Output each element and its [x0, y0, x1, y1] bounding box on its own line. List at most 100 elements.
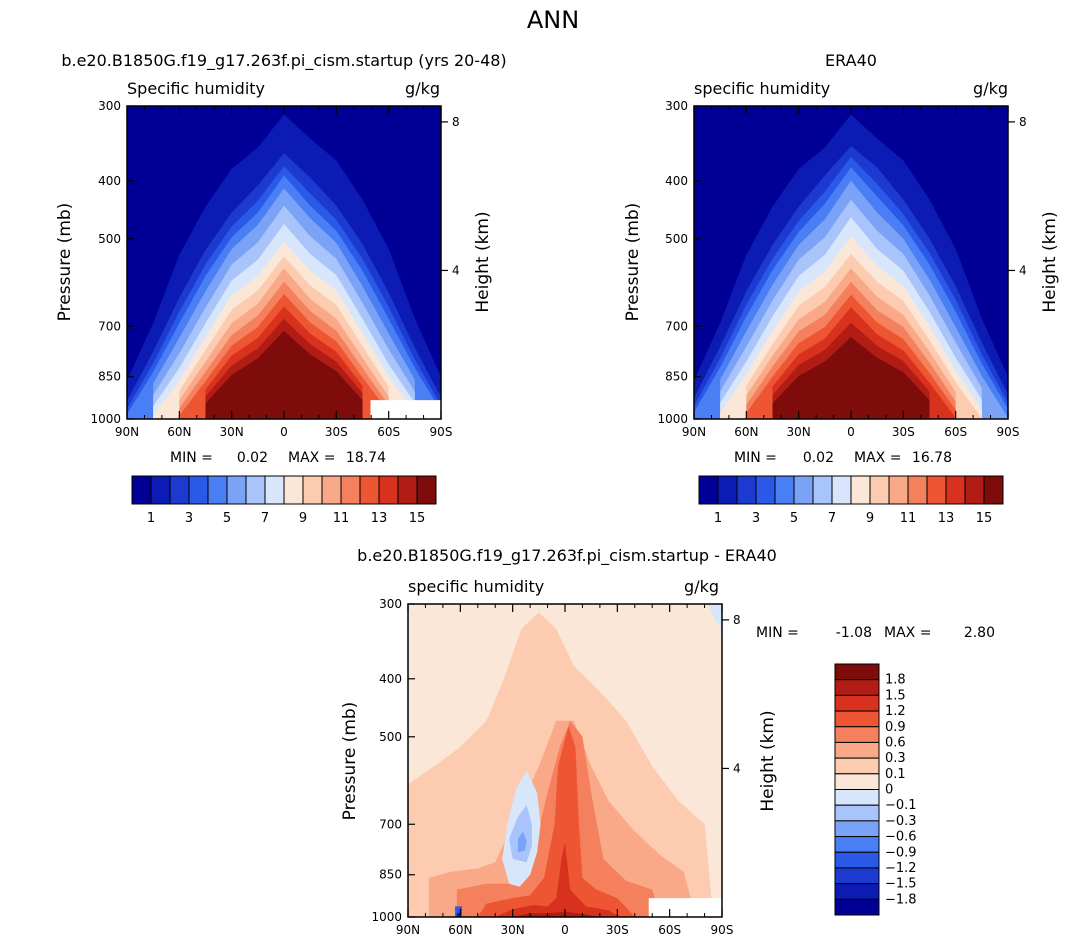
panel-model-y2label: Height (km): [473, 211, 493, 312]
panel-obs-ytick-label: 400: [665, 174, 688, 188]
panel-diff-colorbar-label: 0: [885, 783, 893, 798]
page-title: ANN: [527, 6, 579, 34]
panel-diff-y2tick-label: 8: [733, 613, 741, 627]
panel-diff-xtick-label: 90S: [711, 923, 734, 937]
panel-obs: ERA40 specific humidity g/kg 90N 60N 30N 0 3…: [623, 51, 1060, 526]
panel-model-colorbar-label: 3: [185, 511, 193, 526]
panel-model-colorbar-swatch: [302, 475, 323, 505]
panel-diff-xtick-label: 60S: [658, 923, 681, 937]
panel-obs-plot: 90N 60N 30N 0 30S 60S 90S 300 400 500 700 850 1000 8 4: [657, 99, 1026, 439]
panel-diff-contour-band: [708, 604, 722, 629]
panel-obs-colorbar-swatch: [888, 475, 909, 505]
panel-diff-colorbar-label: −0.3: [885, 814, 917, 829]
panel-model-colorbar-label: 11: [333, 511, 350, 526]
panel-obs-xtick-label: 30S: [892, 425, 915, 439]
panel-diff: b.e20.B1850G.f19_g17.263f.pi_cism.startu…: [340, 546, 995, 937]
panel-model: b.e20.B1850G.f19_g17.263f.pi_cism.startu…: [55, 51, 507, 526]
panel-diff-contour-band: [509, 805, 532, 863]
panel-model-colorbar-swatch: [131, 475, 152, 505]
panel-obs-colorbar-label: 1: [714, 511, 722, 526]
panel-diff-colorbar-swatch: [834, 867, 880, 885]
panel-diff-colorbar-swatch: [834, 679, 880, 696]
panel-obs-xtick-label: 90N: [682, 425, 706, 439]
panel-obs-y2tick-label: 8: [1019, 115, 1027, 129]
panel-diff-min-label: MIN =: [756, 625, 799, 641]
panel-obs-colorbar-swatch: [831, 475, 852, 505]
panel-obs-colorbar-label: 3: [752, 511, 760, 526]
panel-obs-colorbar-swatch: [698, 475, 719, 505]
panel-model-ytick-label: 500: [98, 232, 121, 246]
panel-diff-field-label: specific humidity: [408, 577, 544, 596]
panel-diff-colorbar-swatch: [834, 663, 880, 681]
panel-diff-ytick-label: 500: [379, 730, 402, 744]
panel-model-colorbar-swatch: [340, 475, 361, 505]
panel-model-colorbar-swatch: [397, 475, 418, 505]
panel-obs-colorbar-swatch: [869, 475, 890, 505]
panel-diff-max-value: 2.80: [964, 625, 995, 641]
panel-diff-colorbar-swatch: [834, 898, 880, 916]
panel-model-xtick-label: 60N: [167, 425, 191, 439]
panel-obs-colorbar-swatch: [793, 475, 814, 505]
panel-diff-colorbar-label: −0.9: [885, 845, 917, 860]
panel-model-colorbar: 1 3 5 7 9 11 13 15: [131, 475, 437, 526]
panel-model-colorbar-swatch: [207, 475, 228, 505]
panel-diff-colorbar-swatch: [834, 741, 880, 759]
panel-obs-y2tick-label: 4: [1019, 263, 1027, 277]
panel-model-colorbar-label: 1: [147, 511, 155, 526]
panel-diff-ytick-label: 1000: [371, 910, 402, 924]
panel-diff-colorbar-label: 0.6: [885, 735, 906, 750]
panel-obs-colorbar-swatch: [926, 475, 947, 505]
panel-diff-colorbar-label: 0.1: [885, 767, 906, 782]
panel-diff-colorbar-swatch: [834, 851, 880, 869]
panel-diff-plot: 90N 60N 30N 0 30S 60S 90S 300 400 500 700 850 1000 8 4: [371, 597, 740, 937]
panel-diff-xtick-label: 90N: [396, 923, 420, 937]
panel-model-ytick-label: 400: [98, 174, 121, 188]
panel-obs-max-value: 16.78: [912, 450, 952, 466]
panel-model-plot: 90N 60N 30N 0 30S 60S 90S 300 400 500 700 850 1000 8 4: [90, 99, 459, 439]
panel-diff-y2tick-label: 4: [733, 761, 741, 775]
panel-model-xtick-label: 30S: [325, 425, 348, 439]
panel-diff-colorbar-swatch: [834, 836, 880, 853]
panel-diff-xtick-label: 30S: [606, 923, 629, 937]
panel-diff-title: b.e20.B1850G.f19_g17.263f.pi_cism.startu…: [357, 546, 777, 566]
panel-obs-title: ERA40: [825, 51, 877, 70]
panel-model-y2tick-label: 8: [452, 115, 460, 129]
panel-diff-colorbar-label: 1.2: [885, 704, 906, 719]
panel-diff-min-value: -1.08: [836, 625, 872, 641]
panel-diff-contour-band: [477, 726, 635, 917]
panel-diff-colorbar-swatch: [834, 694, 880, 712]
panel-diff-xtick-label: 30N: [501, 923, 525, 937]
panel-diff-contour-band: [495, 842, 621, 917]
panel-obs-colorbar-swatch: [736, 475, 757, 505]
panel-obs-y2label: Height (km): [1040, 211, 1060, 312]
panel-obs-contour-band: [824, 405, 904, 419]
panel-model-ylabel: Pressure (mb): [55, 203, 75, 322]
panel-model-contour-band: [231, 390, 337, 419]
panel-diff-colorbar-label: −1.8: [885, 892, 917, 907]
panel-diff-colorbar-swatch: [834, 710, 880, 728]
panel-obs-colorbar-swatch: [983, 475, 1004, 505]
panel-model-colorbar-label: 15: [409, 511, 426, 526]
panel-diff-contour-band: [512, 911, 600, 917]
panel-obs-colorbar: 1 3 5 7 9 11 13 15: [698, 475, 1004, 526]
panel-obs-ylabel: Pressure (mb): [623, 203, 643, 322]
panel-diff-contour-band: [517, 831, 527, 853]
panel-diff-ytick-label: 700: [379, 817, 402, 831]
panel-model-ytick-label: 300: [98, 99, 121, 113]
panel-model-colorbar-swatch: [378, 475, 399, 505]
panel-model-ytick-label: 1000: [90, 412, 121, 426]
panel-model-colorbar-swatch: [283, 475, 304, 505]
panel-model-max-label: MAX =: [288, 450, 335, 466]
panel-diff-max-label: MAX =: [884, 625, 931, 641]
panel-diff-colorbar-label: −1.2: [885, 861, 917, 876]
panel-model-colorbar-swatch: [321, 475, 342, 505]
panel-obs-xtick-label: 90S: [997, 425, 1020, 439]
panel-diff-colorbar-label: 1.8: [885, 673, 906, 688]
panel-obs-colorbar-label: 13: [938, 511, 955, 526]
panel-model-colorbar-label: 13: [371, 511, 388, 526]
panel-obs-ytick-label: 500: [665, 232, 688, 246]
panel-diff-xtick-label: 0: [561, 923, 569, 937]
panel-model-xtick-label: 0: [280, 425, 288, 439]
panel-diff-colorbar-label: 1.5: [885, 688, 906, 703]
